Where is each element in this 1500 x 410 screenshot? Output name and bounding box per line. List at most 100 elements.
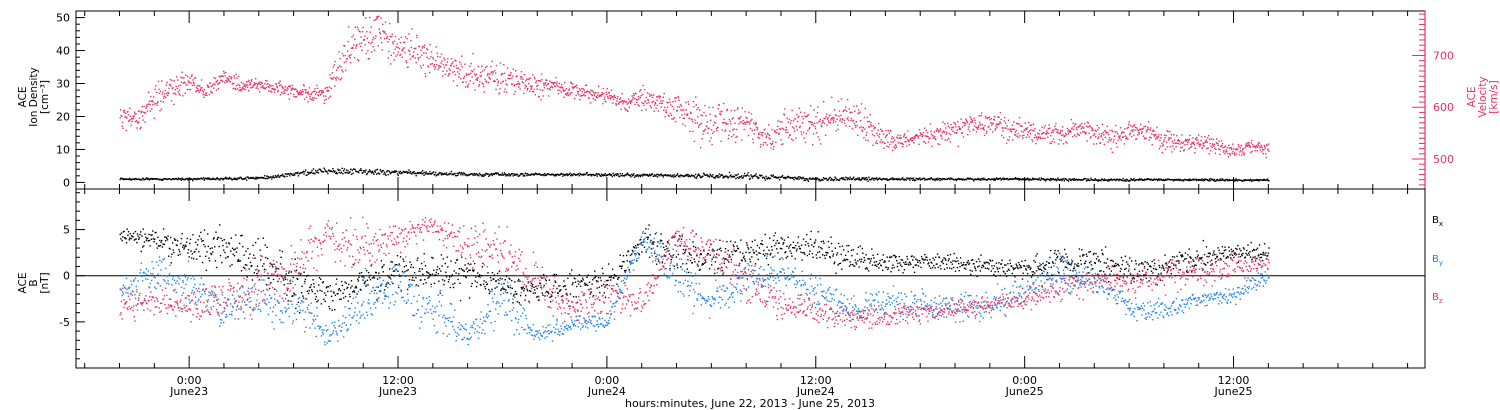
data-point (635, 98, 638, 101)
data-point (316, 87, 319, 89)
data-point (584, 95, 586, 97)
data-point (555, 281, 557, 283)
data-point (1208, 134, 1210, 137)
data-point (791, 109, 793, 112)
data-point (936, 127, 938, 130)
data-point (268, 277, 270, 279)
data-point (772, 148, 775, 150)
data-point (127, 110, 129, 113)
data-point (129, 237, 131, 239)
data-point (1032, 123, 1035, 125)
data-point (632, 93, 635, 95)
data-point (507, 175, 509, 177)
data-point (581, 277, 584, 279)
data-point (584, 91, 586, 94)
data-point (361, 49, 363, 52)
data-point (863, 116, 866, 119)
data-point (446, 61, 448, 63)
data-point (1221, 178, 1223, 180)
data-point (778, 176, 780, 178)
data-point (257, 82, 260, 84)
data-point (508, 277, 510, 279)
data-point (759, 146, 762, 148)
data-point (1081, 122, 1083, 125)
data-point (341, 69, 343, 71)
data-point (651, 173, 654, 175)
data-point (863, 177, 865, 179)
data-point (373, 170, 376, 172)
data-point (246, 84, 248, 86)
data-point (838, 115, 840, 117)
data-point (441, 172, 443, 175)
data-point (304, 280, 306, 283)
data-point (913, 178, 915, 181)
data-point (960, 178, 963, 180)
data-point (312, 279, 314, 281)
data-point (359, 45, 362, 48)
data-point (295, 96, 298, 98)
data-point (675, 97, 677, 99)
data-point (228, 243, 231, 245)
data-point (640, 94, 642, 97)
data-point (248, 84, 251, 86)
data-point (1146, 129, 1148, 131)
y-axis-title-line: ACE (17, 87, 29, 108)
data-point (367, 271, 370, 274)
data-point (700, 114, 702, 116)
data-point (150, 238, 153, 240)
data-point (841, 121, 843, 123)
data-point (400, 36, 402, 39)
data-point (1265, 153, 1267, 155)
data-point (322, 90, 324, 92)
data-point (227, 256, 229, 258)
data-point (345, 69, 347, 72)
data-point (424, 72, 426, 75)
data-point (207, 85, 209, 87)
data-point (170, 236, 172, 239)
data-point (764, 128, 766, 131)
data-point (389, 277, 391, 279)
data-point (215, 89, 218, 91)
data-point (867, 139, 869, 142)
data-point (544, 172, 546, 175)
data-point (262, 237, 264, 239)
data-point (460, 268, 462, 270)
data-point (615, 104, 617, 106)
data-point (321, 170, 323, 173)
data-point (128, 120, 130, 123)
data-point (995, 125, 997, 127)
data-point (279, 176, 281, 178)
data-point (427, 66, 430, 68)
data-point (651, 101, 653, 103)
data-point (1001, 134, 1003, 137)
data-point (434, 173, 436, 176)
data-point (1147, 126, 1149, 128)
data-point (707, 132, 709, 134)
data-point (481, 275, 483, 277)
data-point (512, 68, 515, 70)
data-point (623, 100, 626, 102)
data-point (432, 58, 435, 60)
data-point (520, 71, 523, 73)
data-point (1089, 125, 1091, 127)
data-point (347, 50, 349, 52)
data-point (518, 83, 521, 86)
data-point (455, 174, 457, 177)
data-point (1107, 180, 1109, 182)
data-point (491, 71, 493, 73)
data-point (240, 81, 243, 84)
data-point (459, 69, 461, 71)
data-point (949, 178, 951, 181)
data-point (678, 175, 680, 177)
data-point (678, 235, 681, 237)
data-point (200, 87, 202, 89)
data-point (460, 171, 463, 174)
data-point (549, 301, 552, 303)
data-point (294, 96, 297, 98)
data-point (124, 112, 127, 114)
data-point (192, 79, 194, 81)
data-point (1264, 145, 1266, 148)
data-point (168, 255, 170, 257)
data-point (1187, 141, 1189, 144)
